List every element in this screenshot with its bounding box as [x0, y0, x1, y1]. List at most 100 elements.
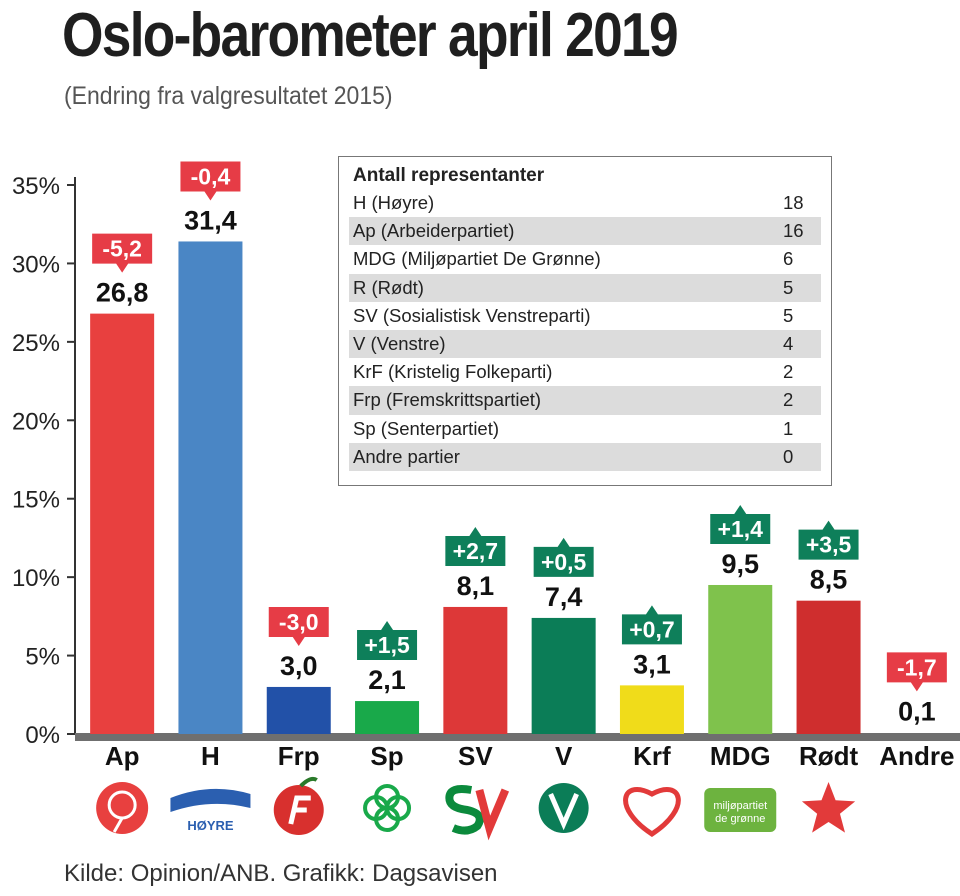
- y-tick-label: 20%: [12, 408, 60, 435]
- bar-ap: [90, 313, 155, 734]
- seats-row: SV (Sosialistisk Venstreparti) 5: [349, 302, 821, 330]
- seats-row-value: 2: [783, 361, 794, 383]
- category-label: Frp: [278, 741, 320, 771]
- seats-row: Andre partier 0: [349, 442, 821, 471]
- y-tick-label: 35%: [12, 173, 60, 200]
- seats-row-label: V (Venstre): [353, 332, 446, 354]
- seats-row: Sp (Senterpartiet) 1: [349, 415, 821, 443]
- venstre-logo-icon: [538, 783, 589, 833]
- hoyre-logo-text: HØYRE: [187, 818, 234, 833]
- sv-logo-icon: [445, 785, 510, 841]
- frp-logo-icon: [273, 776, 324, 835]
- frp-logo-f: [288, 795, 311, 825]
- change-badge-positive: [798, 520, 859, 560]
- seats-row: Frp (Fremskrittspartiet) 2: [349, 386, 821, 415]
- mdg-logo-text: miljøpartiet: [713, 800, 767, 812]
- seats-row: MDG (Miljøpartiet De Grønne) 6: [349, 245, 821, 273]
- seats-row: KrF (Kristelig Folkeparti) 2: [349, 358, 821, 386]
- frp-logo-leaf: [299, 776, 318, 788]
- y-tick-label: 0%: [25, 722, 60, 749]
- rodt-logo-star: [801, 782, 856, 833]
- category-label: Krf: [633, 741, 671, 771]
- seats-row-label: SV (Sosialistisk Venstreparti): [353, 304, 591, 326]
- value-label: 7,4: [545, 582, 583, 612]
- mdg-logo-box: [704, 788, 777, 832]
- seats-table: Antall representanter H (Høyre) 18 Ap (Ar…: [338, 156, 832, 486]
- seats-row-value: 6: [783, 248, 794, 270]
- seats-table-body: H (Høyre) 18 Ap (Arbeiderpartiet) 16 MDG (…: [349, 189, 821, 471]
- source-credit: Kilde: Opinion/ANB. Grafikk: Dagsavisen: [64, 860, 498, 887]
- seats-row: Ap (Arbeiderpartiet) 16: [349, 217, 821, 246]
- bar-rødt: [796, 600, 861, 734]
- seats-table-title: Antall representanter: [353, 165, 545, 186]
- rodt-logo-icon: [801, 782, 856, 833]
- seats-row-value: 5: [783, 276, 794, 298]
- sp-logo-icon: [363, 784, 412, 832]
- category-label: H: [201, 741, 220, 771]
- seats-row-label: KrF (Kristelig Folkeparti): [353, 361, 553, 383]
- ap-logo-stem: [112, 817, 124, 833]
- seats-row-value: 16: [783, 220, 804, 242]
- y-tick-label: 15%: [12, 487, 60, 514]
- y-tick-label: 25%: [12, 330, 60, 357]
- ap-logo-circle: [96, 782, 149, 834]
- seats-row-label: R (Rødt): [353, 276, 424, 298]
- change-label: +1,5: [364, 632, 410, 658]
- bar-frp: [266, 686, 331, 734]
- bar-v: [531, 617, 596, 734]
- change-badge-positive: [533, 537, 594, 577]
- change-badge-negative: [886, 652, 947, 692]
- value-label: 26,8: [96, 278, 149, 308]
- category-label: Sp: [370, 741, 403, 771]
- change-badge-positive: [621, 605, 682, 645]
- change-badge-negative: [180, 161, 241, 201]
- category-label: MDG: [710, 741, 771, 771]
- y-tick-label: 30%: [12, 251, 60, 278]
- bar-krf: [619, 685, 684, 734]
- value-label: 31,4: [184, 205, 237, 235]
- seats-row: V (Venstre) 4: [349, 329, 821, 359]
- krf-logo-heart: [623, 787, 681, 837]
- category-label: SV: [458, 741, 493, 771]
- change-label: -1,7: [897, 654, 937, 680]
- category-label: V: [555, 741, 573, 771]
- seats-row-label: Ap (Arbeiderpartiet): [353, 220, 515, 242]
- chart-subtitle: (Endring fra valgresultatet 2015): [64, 82, 393, 110]
- change-label: -5,2: [102, 236, 142, 262]
- ap-logo-icon: [96, 782, 149, 834]
- krf-logo-icon: [623, 787, 681, 837]
- bar-h: [178, 241, 243, 734]
- category-label: Rødt: [799, 741, 859, 771]
- value-label: 3,1: [633, 649, 671, 679]
- x-axis-band: [75, 733, 960, 741]
- seats-row-label: MDG (Miljøpartiet De Grønne): [353, 248, 601, 270]
- seats-row-value: 0: [783, 445, 794, 467]
- change-badge-positive: [710, 504, 771, 544]
- mdg-logo-text: de grønne: [715, 813, 765, 825]
- change-label: +1,4: [718, 516, 764, 542]
- change-label: -3,0: [279, 609, 319, 635]
- sp-logo-leaf: [363, 795, 390, 821]
- category-label: Ap: [105, 741, 140, 771]
- hoyre-logo-wave: [170, 788, 251, 812]
- seats-row-value: 4: [783, 332, 794, 354]
- seats-row-label: Andre partier: [353, 445, 460, 467]
- chart-title: Oslo-barometer april 2019: [62, 1, 679, 70]
- sv-logo-s: [445, 785, 484, 835]
- seats-row-label: H (Høyre): [353, 192, 435, 213]
- venstre-logo-v: [548, 793, 579, 831]
- change-label: +3,5: [806, 532, 852, 558]
- change-label: +2,7: [453, 538, 498, 564]
- hoyre-logo-icon: HØYRE: [170, 788, 251, 833]
- bar-sp: [355, 701, 420, 734]
- value-label: 8,1: [457, 571, 495, 601]
- seats-row-value: 18: [783, 192, 804, 213]
- change-badge-negative: [268, 606, 329, 646]
- sv-logo-v: [475, 788, 510, 841]
- change-badge-negative: [92, 233, 153, 273]
- value-label: 8,5: [810, 565, 848, 595]
- seats-row: R (Rødt) 5: [349, 273, 821, 302]
- bar-chart: 0% 5% 10% 15% 20% 25% 30% 35% 26,8 -5,2 Ap 31,4 -0,4…: [12, 161, 960, 841]
- bar-sv: [443, 606, 508, 734]
